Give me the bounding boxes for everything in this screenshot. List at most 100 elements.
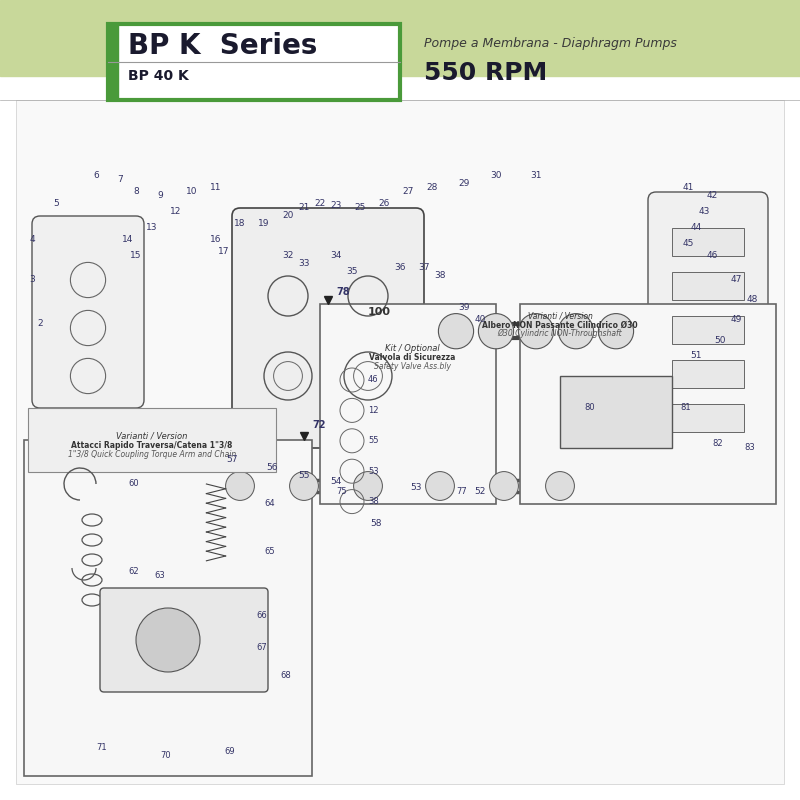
Text: 21: 21: [298, 203, 310, 213]
Text: 77: 77: [456, 487, 466, 497]
Text: 8: 8: [133, 187, 139, 197]
Text: 40: 40: [474, 315, 486, 325]
Text: 69: 69: [224, 747, 234, 757]
Bar: [672, 272, 744, 300]
Text: 38: 38: [368, 497, 378, 506]
Text: 44: 44: [690, 223, 702, 233]
Text: 41: 41: [682, 183, 694, 193]
Text: 70: 70: [160, 751, 170, 761]
Text: 51: 51: [690, 351, 702, 361]
Text: 18: 18: [234, 219, 246, 229]
Bar: [24, 440, 312, 776]
Text: 35: 35: [346, 267, 358, 277]
Text: 7: 7: [117, 175, 123, 185]
Text: 12: 12: [368, 406, 378, 415]
Text: 28: 28: [426, 183, 438, 193]
Text: 5: 5: [53, 199, 59, 209]
Text: 30: 30: [490, 171, 502, 181]
Circle shape: [518, 314, 554, 349]
Text: 47: 47: [730, 275, 742, 285]
Text: 56: 56: [266, 463, 278, 473]
Text: 39: 39: [458, 303, 470, 313]
Text: 11: 11: [210, 183, 222, 193]
Text: 60: 60: [128, 479, 138, 489]
Text: 64: 64: [264, 499, 274, 509]
FancyBboxPatch shape: [100, 588, 268, 692]
Text: 58: 58: [370, 519, 382, 529]
Text: 34: 34: [330, 251, 342, 261]
Text: Pompe a Membrana - Diaphragm Pumps: Pompe a Membrana - Diaphragm Pumps: [424, 37, 677, 50]
Bar: [672, 316, 744, 344]
Text: 81: 81: [680, 403, 690, 413]
Text: 82: 82: [712, 439, 722, 449]
Text: 33: 33: [298, 259, 310, 269]
Text: 38: 38: [434, 271, 446, 281]
Text: 2: 2: [37, 319, 43, 329]
Bar: [0, 0, 800, 76]
Text: 50: 50: [714, 335, 726, 345]
Text: 49: 49: [730, 315, 742, 325]
Text: 67: 67: [256, 643, 266, 653]
Text: 32: 32: [282, 251, 294, 261]
Bar: [560, 376, 672, 448]
Text: 55: 55: [298, 471, 310, 481]
Text: Albero NON Passante Cilindrico Ø30: Albero NON Passante Cilindrico Ø30: [482, 320, 638, 330]
Text: 36: 36: [394, 263, 406, 273]
Text: 1"3/8 Quick Coupling Torque Arm and Chain: 1"3/8 Quick Coupling Torque Arm and Chai…: [68, 450, 236, 459]
Text: 100: 100: [368, 307, 391, 317]
Text: 78: 78: [336, 287, 350, 297]
Text: 26: 26: [378, 199, 390, 209]
Text: 14: 14: [122, 235, 134, 245]
Text: 65: 65: [264, 547, 274, 557]
Text: 46: 46: [706, 251, 718, 261]
Text: 54: 54: [330, 477, 342, 486]
Circle shape: [490, 472, 518, 501]
FancyBboxPatch shape: [108, 24, 400, 100]
Text: 37: 37: [418, 263, 430, 273]
Text: 68: 68: [280, 671, 290, 681]
Text: 66: 66: [256, 611, 266, 621]
Text: BP K  Series: BP K Series: [128, 32, 318, 60]
Bar: [672, 404, 744, 432]
Circle shape: [354, 472, 382, 501]
Text: 22: 22: [314, 199, 326, 209]
Text: 31: 31: [530, 171, 542, 181]
Text: 43: 43: [698, 207, 710, 217]
Bar: [672, 360, 744, 388]
Text: 13: 13: [146, 223, 158, 233]
Bar: [108, 24, 118, 100]
Text: 46: 46: [368, 375, 378, 385]
Text: 75: 75: [336, 487, 346, 497]
Text: BP 40 K: BP 40 K: [128, 69, 189, 82]
Text: 10: 10: [186, 187, 198, 197]
Text: 53: 53: [410, 483, 422, 493]
Text: 53: 53: [368, 466, 378, 476]
Bar: [16, 100, 784, 784]
Text: Valvola di Sicurezza: Valvola di Sicurezza: [369, 353, 455, 362]
Circle shape: [290, 472, 318, 501]
Circle shape: [598, 314, 634, 349]
Circle shape: [558, 314, 594, 349]
Text: 29: 29: [458, 179, 470, 189]
Text: Kit / Optional: Kit / Optional: [385, 343, 439, 353]
FancyBboxPatch shape: [32, 216, 144, 408]
Text: Ø30 Cylindric NON-Throughshaft: Ø30 Cylindric NON-Throughshaft: [498, 329, 622, 338]
FancyBboxPatch shape: [232, 208, 424, 448]
Text: 62: 62: [128, 567, 138, 577]
Text: 17: 17: [218, 247, 230, 257]
Text: 80: 80: [584, 403, 594, 413]
Text: 4: 4: [29, 235, 35, 245]
Text: 15: 15: [130, 251, 142, 261]
Text: 57: 57: [226, 455, 238, 465]
Bar: [672, 228, 744, 256]
Text: 20: 20: [282, 211, 294, 221]
Text: 52: 52: [474, 487, 486, 497]
Text: 3: 3: [29, 275, 35, 285]
Circle shape: [478, 314, 514, 349]
FancyBboxPatch shape: [648, 192, 768, 464]
Text: 45: 45: [682, 239, 694, 249]
Circle shape: [546, 472, 574, 501]
Text: 16: 16: [210, 235, 222, 245]
Text: 12: 12: [170, 207, 182, 217]
Bar: [320, 304, 496, 504]
